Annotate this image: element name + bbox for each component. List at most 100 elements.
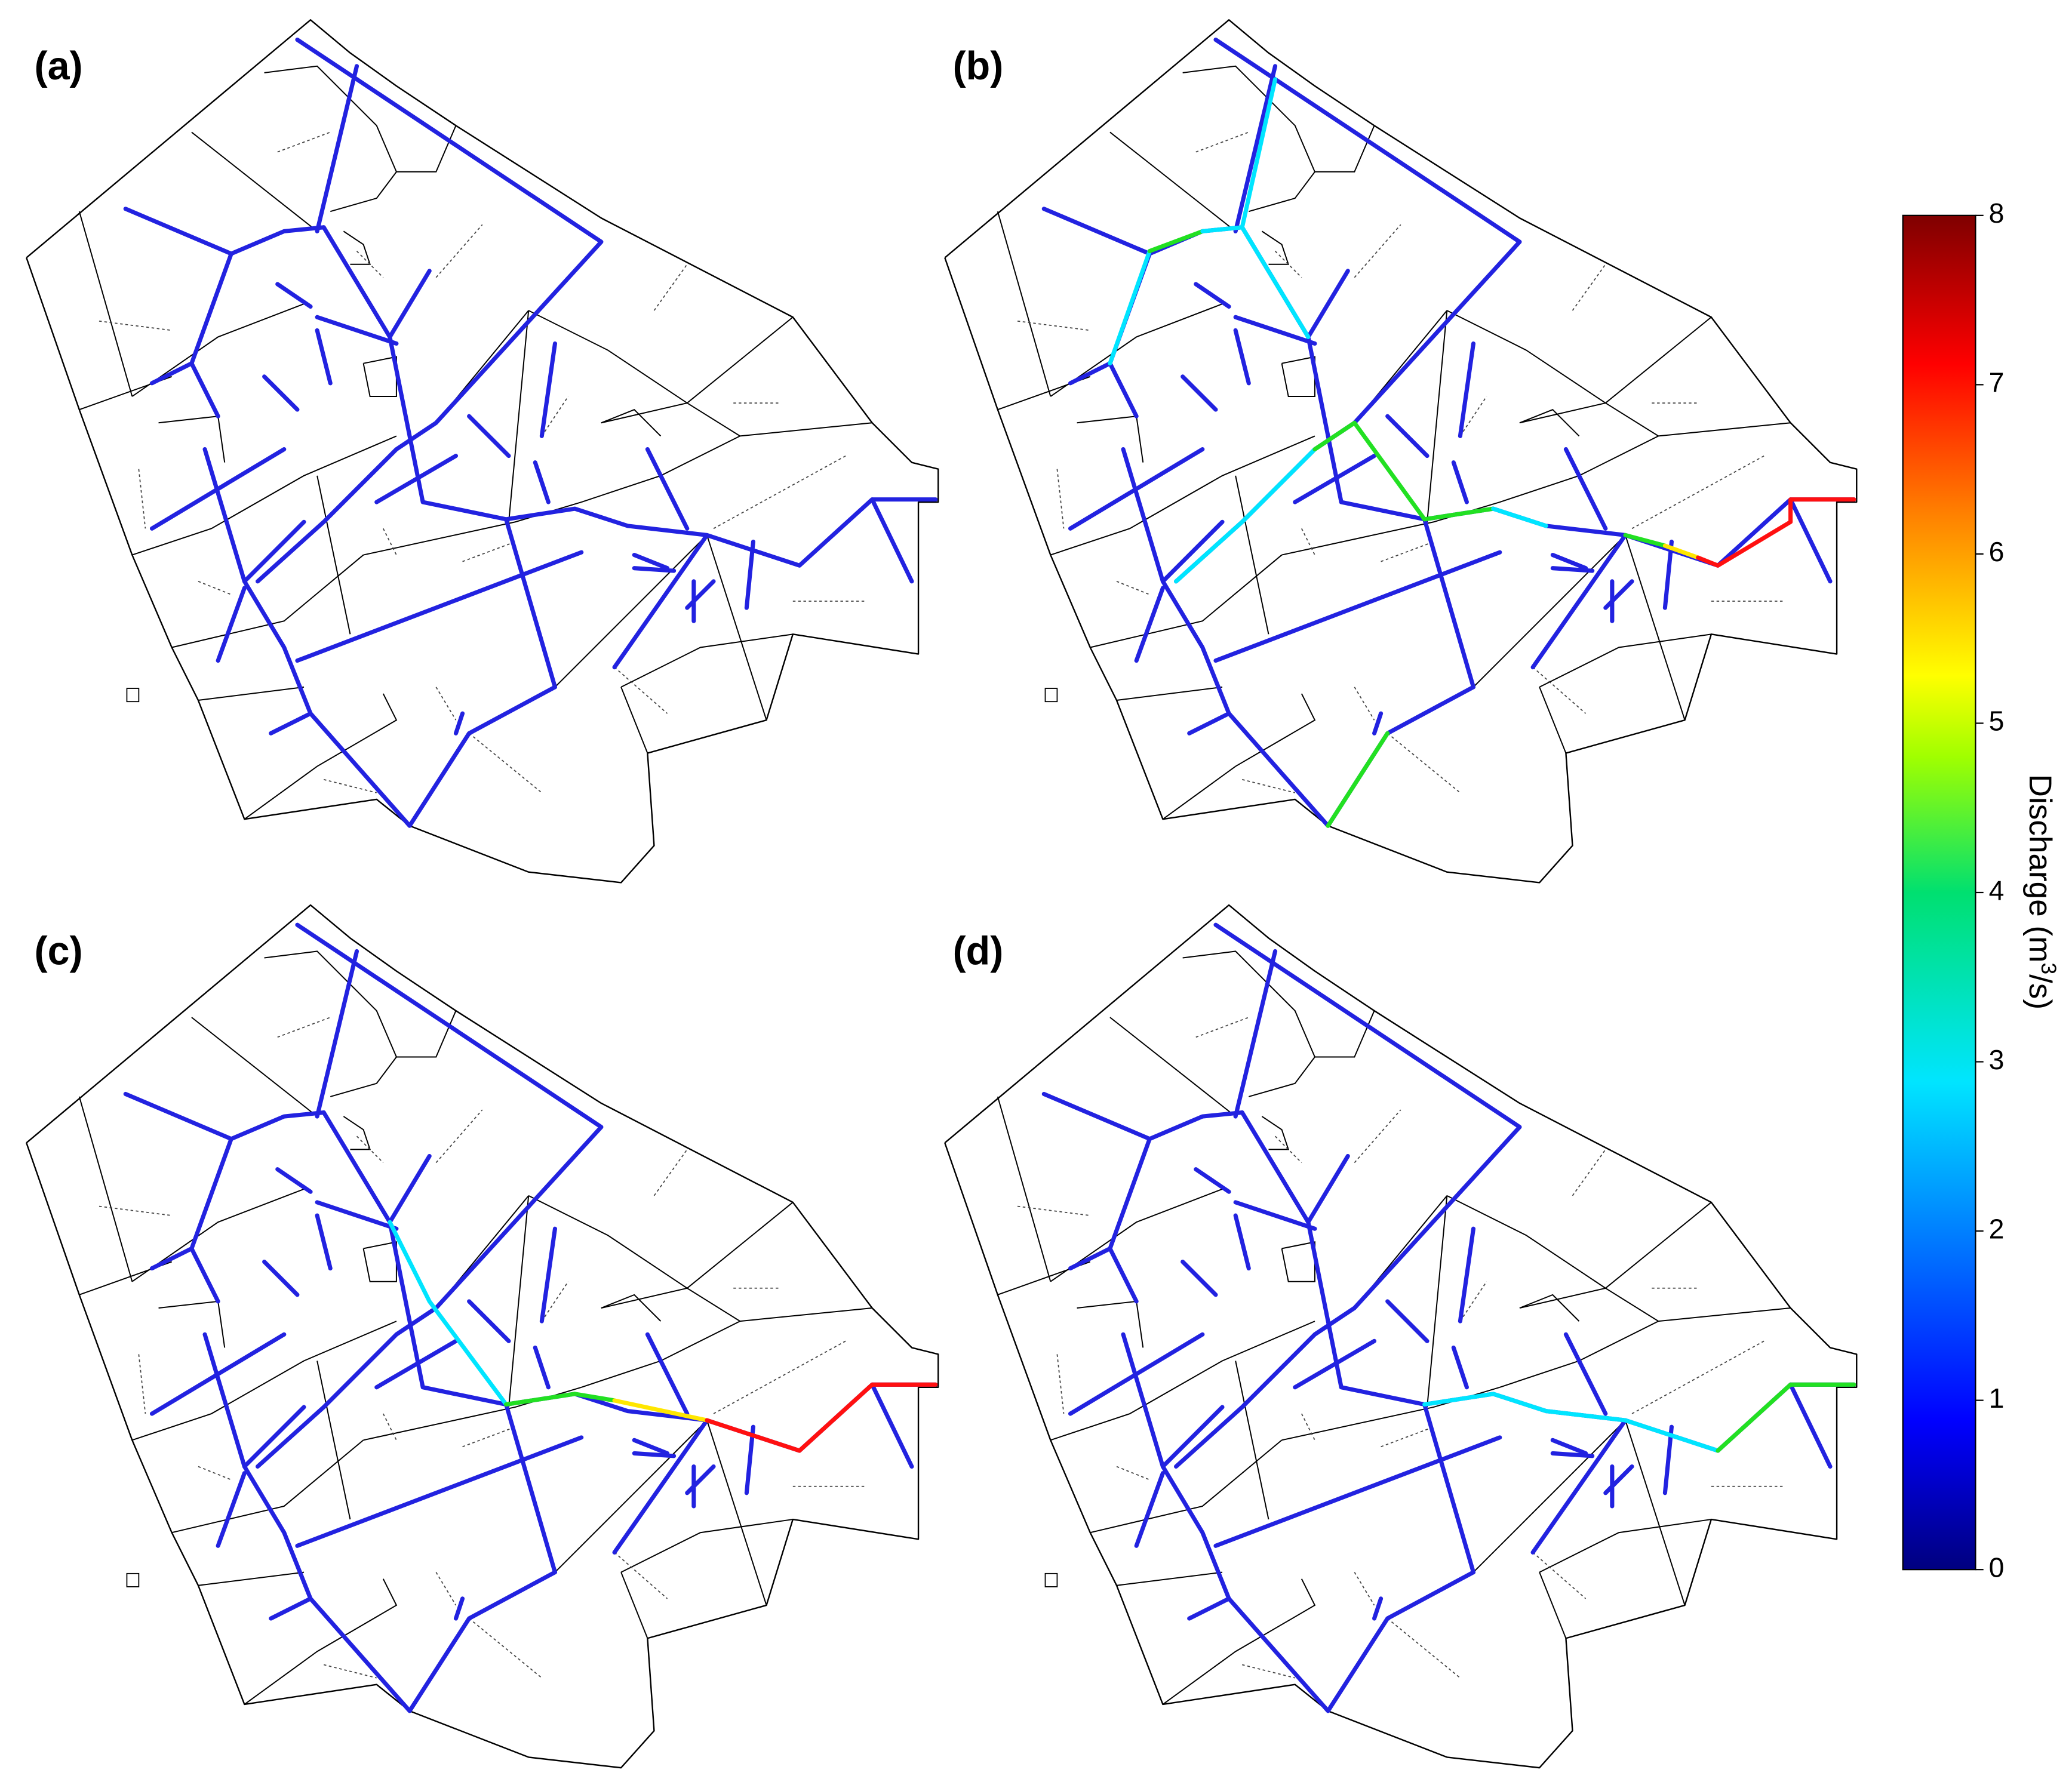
pipe <box>242 1405 306 1469</box>
pipe <box>269 711 313 735</box>
pipe <box>1194 1167 1231 1194</box>
pipe <box>1603 1464 1634 1495</box>
outfall-icon <box>126 1572 140 1587</box>
connector-line <box>1195 131 1249 153</box>
pipe <box>315 328 333 386</box>
connector-line <box>198 581 232 595</box>
subcatchment-line <box>601 1202 794 1309</box>
subcatchment-line <box>264 950 398 1097</box>
pipe-highlight <box>1662 543 1701 560</box>
connector-line <box>1274 250 1302 278</box>
catchment-boundary <box>944 904 1858 1769</box>
pipe-highlight <box>1623 533 1667 548</box>
subcatchment-line <box>78 211 133 397</box>
pipe <box>315 1213 333 1271</box>
outfall-icon <box>1044 688 1058 703</box>
subcatchment-line <box>1235 1361 1269 1520</box>
pipe <box>315 949 359 1119</box>
pipe-highlight <box>612 1398 709 1423</box>
connector-line <box>1354 224 1401 278</box>
catchment-boundary <box>944 19 1858 884</box>
subcatchment-line <box>1427 1195 1448 1408</box>
connector-line <box>713 455 846 530</box>
subcatchment-line <box>1446 1195 1606 1289</box>
connector-line <box>462 1426 516 1448</box>
subcatchment-line <box>396 1010 457 1058</box>
subcatchment-line <box>191 131 318 232</box>
subcatchment-line <box>997 211 1052 397</box>
pipe <box>744 539 755 610</box>
pipe <box>1293 1338 1377 1390</box>
pipe <box>453 1596 465 1621</box>
pipe <box>533 460 551 504</box>
subcatchment-line <box>1539 1572 1567 1639</box>
pipe <box>1233 1200 1317 1231</box>
connector-line <box>1274 1135 1302 1164</box>
subcatchment-line <box>1090 554 1283 648</box>
subcatchment-line <box>997 1096 1052 1282</box>
pipe <box>1372 1596 1384 1621</box>
pipe <box>123 1091 326 1141</box>
pipe <box>1160 519 1225 584</box>
pipe <box>315 64 359 233</box>
pipe <box>870 497 914 584</box>
pipe <box>645 447 690 531</box>
pipe-highlight <box>388 1220 509 1407</box>
subcatchment-line <box>1077 416 1144 463</box>
colorbar-tick-label: 0 <box>1989 1552 2005 1583</box>
connector-line <box>1056 469 1065 529</box>
pipe <box>1213 550 1502 663</box>
pipe <box>1788 497 1833 584</box>
pipe <box>1385 414 1430 458</box>
pipe <box>632 1438 670 1455</box>
panel-label: (c) <box>35 930 83 974</box>
pipe-highlight <box>1422 506 1496 522</box>
pipe <box>539 341 558 438</box>
pipe <box>321 225 558 690</box>
subcatchment-line <box>1539 633 1711 688</box>
pipe <box>1530 533 1628 670</box>
panels: (a) (b) (c) (d) <box>26 19 1858 1769</box>
pipe <box>1550 1438 1588 1455</box>
pipe <box>467 1299 511 1343</box>
pipe <box>1306 269 1350 339</box>
subcatchment-line <box>581 435 740 503</box>
pipe <box>1603 579 1634 610</box>
outfall-icon <box>126 688 140 703</box>
subcatchment-line <box>508 1195 530 1408</box>
subcatchment-line <box>706 1420 767 1606</box>
colorbar-tick-label: 2 <box>1989 1213 2005 1244</box>
pipe <box>315 315 399 346</box>
subcatchment-line <box>1519 408 1580 437</box>
connector-line <box>1387 1618 1461 1679</box>
connector-line <box>1381 541 1434 562</box>
subcatchment-line <box>620 687 648 753</box>
connector-line <box>1301 528 1315 555</box>
subcatchment-line <box>1605 402 1791 437</box>
pipe <box>1662 539 1674 610</box>
connector-line <box>1195 1017 1249 1038</box>
pipe <box>1550 1451 1595 1458</box>
subcatchment-line <box>1427 310 1448 522</box>
colorbar-tick-label: 1 <box>1989 1383 2005 1414</box>
subcatchment-line <box>1182 65 1316 213</box>
pipe <box>1530 1418 1628 1555</box>
pipe <box>870 1382 914 1469</box>
connector-line <box>323 778 377 793</box>
connector-line <box>99 320 172 331</box>
subcatchment-line <box>1281 1241 1315 1282</box>
pipe <box>1233 949 1278 1119</box>
subcatchment-line <box>198 1571 305 1586</box>
pipe <box>374 1338 459 1390</box>
pipe-highlight <box>1326 731 1390 828</box>
subcatchment-line <box>363 501 582 556</box>
pipe <box>275 282 313 309</box>
pipe <box>295 1435 584 1548</box>
subcatchment-line <box>244 1578 398 1705</box>
pipe <box>1451 1345 1469 1390</box>
connector-line <box>1056 1354 1065 1414</box>
subcatchment-line <box>1314 1010 1375 1058</box>
subcatchment-line <box>1625 1420 1686 1606</box>
pipe <box>632 566 677 573</box>
